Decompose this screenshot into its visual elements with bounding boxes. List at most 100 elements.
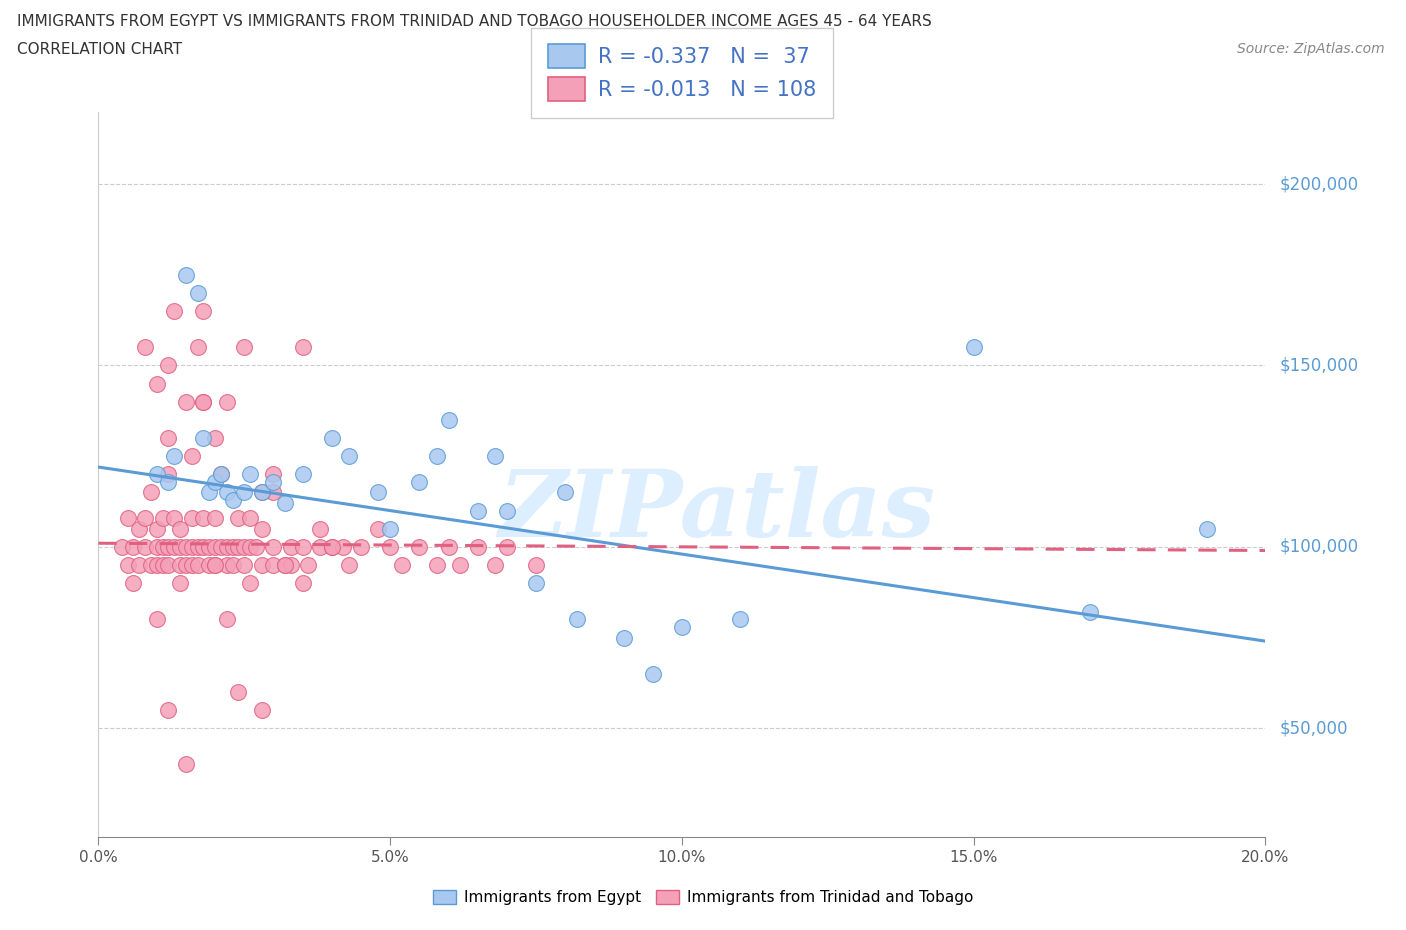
Point bbox=[146, 612, 169, 627]
Point bbox=[215, 485, 238, 500]
Point bbox=[250, 703, 273, 718]
Point bbox=[280, 539, 302, 554]
Point bbox=[157, 474, 180, 489]
Point bbox=[193, 394, 215, 409]
Point bbox=[408, 474, 430, 489]
Point bbox=[187, 286, 209, 300]
Point bbox=[367, 485, 389, 500]
Point bbox=[565, 612, 588, 627]
Point bbox=[250, 485, 273, 500]
Point bbox=[187, 539, 209, 554]
Legend: Immigrants from Egypt, Immigrants from Trinidad and Tobago: Immigrants from Egypt, Immigrants from T… bbox=[426, 883, 980, 913]
Point bbox=[408, 539, 430, 554]
Point bbox=[139, 485, 162, 500]
Point bbox=[391, 557, 413, 572]
Point bbox=[321, 539, 343, 554]
Point bbox=[163, 511, 186, 525]
Point bbox=[204, 557, 226, 572]
Text: $50,000: $50,000 bbox=[1279, 719, 1348, 737]
Point bbox=[250, 557, 273, 572]
Point bbox=[262, 474, 284, 489]
Point bbox=[146, 521, 169, 536]
Point bbox=[204, 431, 226, 445]
Point bbox=[321, 431, 343, 445]
Point bbox=[274, 557, 297, 572]
Point bbox=[239, 576, 262, 591]
Point bbox=[262, 557, 284, 572]
Point bbox=[554, 485, 576, 500]
Point bbox=[193, 431, 215, 445]
Point bbox=[152, 539, 174, 554]
Point bbox=[174, 268, 197, 283]
Point bbox=[180, 539, 202, 554]
Point bbox=[169, 557, 191, 572]
Point bbox=[187, 557, 209, 572]
Point bbox=[262, 539, 284, 554]
Point bbox=[671, 619, 693, 634]
Point bbox=[122, 539, 145, 554]
Point bbox=[337, 557, 360, 572]
Point bbox=[215, 557, 238, 572]
Point bbox=[291, 576, 314, 591]
Point bbox=[321, 539, 343, 554]
Point bbox=[484, 449, 506, 464]
Point bbox=[117, 557, 139, 572]
Point bbox=[426, 557, 449, 572]
Point bbox=[332, 539, 354, 554]
Text: IMMIGRANTS FROM EGYPT VS IMMIGRANTS FROM TRINIDAD AND TOBAGO HOUSEHOLDER INCOME : IMMIGRANTS FROM EGYPT VS IMMIGRANTS FROM… bbox=[17, 14, 932, 29]
Point bbox=[174, 394, 197, 409]
Text: ZIPatlas: ZIPatlas bbox=[498, 466, 935, 555]
Text: $200,000: $200,000 bbox=[1279, 175, 1358, 193]
Point bbox=[180, 449, 202, 464]
Point bbox=[157, 703, 180, 718]
Point bbox=[309, 521, 332, 536]
Point bbox=[730, 612, 752, 627]
Point bbox=[157, 358, 180, 373]
Point bbox=[641, 666, 664, 681]
Point bbox=[274, 557, 297, 572]
Point bbox=[239, 467, 262, 482]
Point bbox=[350, 539, 373, 554]
Point bbox=[426, 449, 449, 464]
Point bbox=[174, 557, 197, 572]
Point bbox=[239, 539, 262, 554]
Point bbox=[612, 631, 634, 645]
Point bbox=[221, 539, 243, 554]
Point bbox=[215, 612, 238, 627]
Point bbox=[163, 303, 186, 318]
Point bbox=[484, 557, 506, 572]
Point bbox=[163, 539, 186, 554]
Point bbox=[437, 413, 460, 428]
Point bbox=[228, 539, 250, 554]
Point bbox=[204, 511, 226, 525]
Point bbox=[193, 539, 215, 554]
Point bbox=[180, 557, 202, 572]
Point bbox=[187, 339, 209, 354]
Point bbox=[157, 557, 180, 572]
Point bbox=[139, 557, 162, 572]
Point bbox=[467, 539, 489, 554]
Point bbox=[309, 539, 332, 554]
Point bbox=[157, 431, 180, 445]
Point bbox=[169, 521, 191, 536]
Point bbox=[157, 467, 180, 482]
Point bbox=[134, 539, 156, 554]
Point bbox=[221, 557, 243, 572]
Point bbox=[174, 539, 197, 554]
Point bbox=[193, 511, 215, 525]
Point bbox=[337, 449, 360, 464]
Point bbox=[1195, 521, 1218, 536]
Point bbox=[280, 557, 302, 572]
Point bbox=[233, 539, 256, 554]
Point bbox=[524, 576, 547, 591]
Point bbox=[163, 449, 186, 464]
Point bbox=[215, 539, 238, 554]
Point bbox=[169, 539, 191, 554]
Point bbox=[291, 539, 314, 554]
Point bbox=[437, 539, 460, 554]
Point bbox=[239, 511, 262, 525]
Point bbox=[291, 467, 314, 482]
Point bbox=[262, 467, 284, 482]
Point bbox=[128, 521, 150, 536]
Point bbox=[180, 511, 202, 525]
